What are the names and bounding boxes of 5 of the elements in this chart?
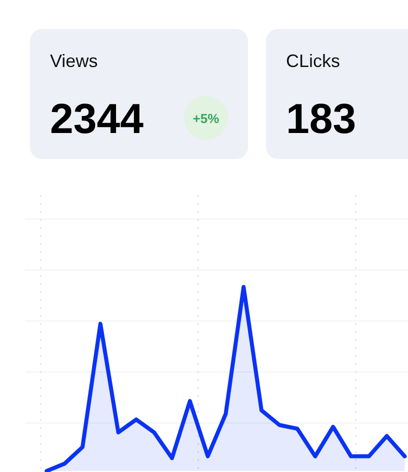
data-label: 183 xyxy=(286,95,356,142)
data-label: 2344 xyxy=(50,95,144,142)
category-label: CLicks xyxy=(286,51,340,71)
text: +5% xyxy=(192,111,220,126)
category-label: Views xyxy=(50,51,98,71)
